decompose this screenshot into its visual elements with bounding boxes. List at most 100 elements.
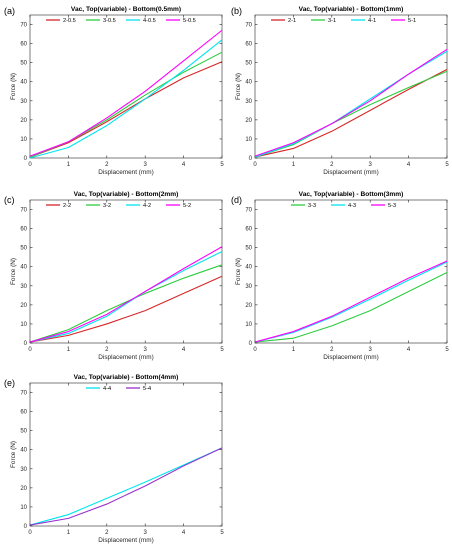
x-axis-label: Displacement (mm)	[323, 169, 378, 176]
legend-label: 5-3	[388, 203, 396, 209]
panel-label: (e)	[4, 378, 15, 388]
y-tick-label: 30	[245, 284, 252, 290]
x-tick-label: 0	[28, 347, 32, 353]
y-tick-label: 10	[245, 137, 252, 143]
x-tick-label: 2	[330, 347, 334, 353]
y-tick-label: 70	[245, 208, 252, 214]
x-tick-label: 2	[330, 162, 334, 168]
series-line-3-3	[254, 271, 448, 343]
y-tick-label: 40	[245, 265, 252, 271]
legend: 2-0.5 3-0.5 4-0.5 5-0.5	[46, 18, 196, 24]
y-tick-label: 10	[20, 505, 27, 511]
panel-label: (a)	[4, 6, 15, 16]
x-tick-label: 4	[182, 530, 186, 536]
y-tick-label: 50	[20, 429, 27, 435]
legend-label: 5-1	[408, 18, 416, 24]
y-tick-label: 0	[249, 341, 253, 347]
series-line-3-1	[254, 70, 448, 158]
legend-label: 4-2	[143, 203, 151, 209]
y-tick-label: 70	[20, 208, 27, 214]
legend-label: 3-2	[103, 203, 111, 209]
legend-label: 4-3	[348, 203, 356, 209]
y-tick-label: 20	[20, 303, 27, 309]
x-tick-label: 4	[407, 347, 411, 353]
plot-area	[29, 382, 223, 527]
y-tick-label: 40	[20, 448, 27, 454]
legend-label: 5-2	[183, 203, 191, 209]
series-line-4-2	[29, 250, 223, 343]
x-tick-label: 1	[292, 347, 296, 353]
chart-title: Vac, Top(variable) - Bottom(1mm)	[299, 6, 404, 13]
x-tick-label: 0	[253, 162, 257, 168]
legend-label: 2-0.5	[63, 18, 76, 24]
x-axis-label: Displacement (mm)	[98, 537, 153, 544]
y-tick-label: 70	[20, 23, 27, 29]
panel-label: (d)	[231, 195, 242, 205]
x-tick-label: 1	[292, 162, 296, 168]
x-tick-label: 3	[369, 347, 373, 353]
y-tick-label: 70	[20, 391, 27, 397]
chart-title: Vac, Top(variable) - Bottom(4mm)	[74, 374, 179, 381]
legend-label: 4-0.5	[143, 18, 156, 24]
legend-label: 3-3	[308, 203, 316, 209]
chart-panel-5: (e) Vac, Top(variable) - Bottom(4mm) 0 1 2 3 4…	[4, 374, 224, 544]
series-line-2-1	[254, 68, 448, 158]
y-tick-label: 60	[20, 227, 27, 233]
y-tick-label: 0	[24, 341, 28, 347]
y-tick-label: 40	[20, 265, 27, 271]
legend-label: 3-0.5	[103, 18, 116, 24]
chart-title: Vac, Top(variable) - Bottom(2mm)	[74, 191, 179, 198]
legend: 3-3 4-3 5-3	[291, 203, 396, 209]
x-tick-label: 0	[28, 162, 32, 168]
x-tick-label: 5	[445, 347, 449, 353]
x-tick-label: 4	[182, 162, 186, 168]
x-tick-label: 3	[369, 162, 373, 168]
y-tick-label: 50	[20, 246, 27, 252]
legend: 2-2 3-2 4-2 5-2	[46, 203, 191, 209]
y-tick-label: 10	[20, 137, 27, 143]
y-axis-label: Force (N)	[10, 441, 17, 468]
y-axis-label: Force (N)	[235, 73, 242, 100]
x-tick-label: 1	[67, 530, 71, 536]
panel-label: (c)	[4, 195, 15, 205]
x-tick-label: 5	[220, 162, 224, 168]
y-tick-label: 30	[245, 99, 252, 105]
plot-area	[254, 14, 448, 159]
legend-label: 2-1	[288, 18, 296, 24]
y-tick-label: 20	[20, 118, 27, 124]
chart-title: Vac, Top(variable) - Bottom(3mm)	[299, 191, 404, 198]
x-tick-label: 1	[67, 347, 71, 353]
chart-panel-1: (a) Vac, Top(variable) - Bottom(0.5mm) 0 1 2…	[4, 6, 224, 176]
chart-title: Vac, Top(variable) - Bottom(0.5mm)	[71, 6, 181, 13]
series-line-2-2	[29, 275, 223, 343]
y-tick-label: 0	[24, 524, 28, 530]
y-tick-label: 50	[245, 246, 252, 252]
y-tick-label: 60	[20, 410, 27, 416]
y-axis-label: Force (N)	[10, 73, 17, 100]
y-tick-label: 30	[20, 99, 27, 105]
x-axis-label: Displacement (mm)	[323, 354, 378, 361]
y-tick-label: 50	[245, 61, 252, 67]
y-tick-label: 0	[249, 156, 253, 162]
series-line-5-2	[29, 246, 223, 343]
x-tick-label: 4	[407, 162, 411, 168]
x-tick-label: 3	[144, 347, 148, 353]
y-tick-label: 30	[20, 284, 27, 290]
chart-panel-4: (d) Vac, Top(variable) - Bottom(3mm) 0 1 2 3 4…	[231, 191, 449, 361]
y-tick-label: 40	[20, 80, 27, 86]
x-axis-label: Displacement (mm)	[98, 354, 153, 361]
series-line-4-4	[29, 447, 223, 526]
x-tick-label: 2	[105, 530, 109, 536]
legend-label: 4-4	[103, 386, 111, 392]
plot-area	[254, 199, 448, 344]
plot-area	[29, 199, 223, 344]
legend-label: 2-2	[63, 203, 71, 209]
x-tick-label: 0	[253, 347, 257, 353]
series-line-5-1	[254, 48, 448, 157]
panel-label: (b)	[231, 6, 242, 16]
x-tick-label: 5	[445, 162, 449, 168]
legend: 4-4 5-4	[86, 386, 151, 392]
y-tick-label: 40	[245, 80, 252, 86]
y-tick-label: 60	[245, 227, 252, 233]
y-tick-label: 20	[20, 486, 27, 492]
